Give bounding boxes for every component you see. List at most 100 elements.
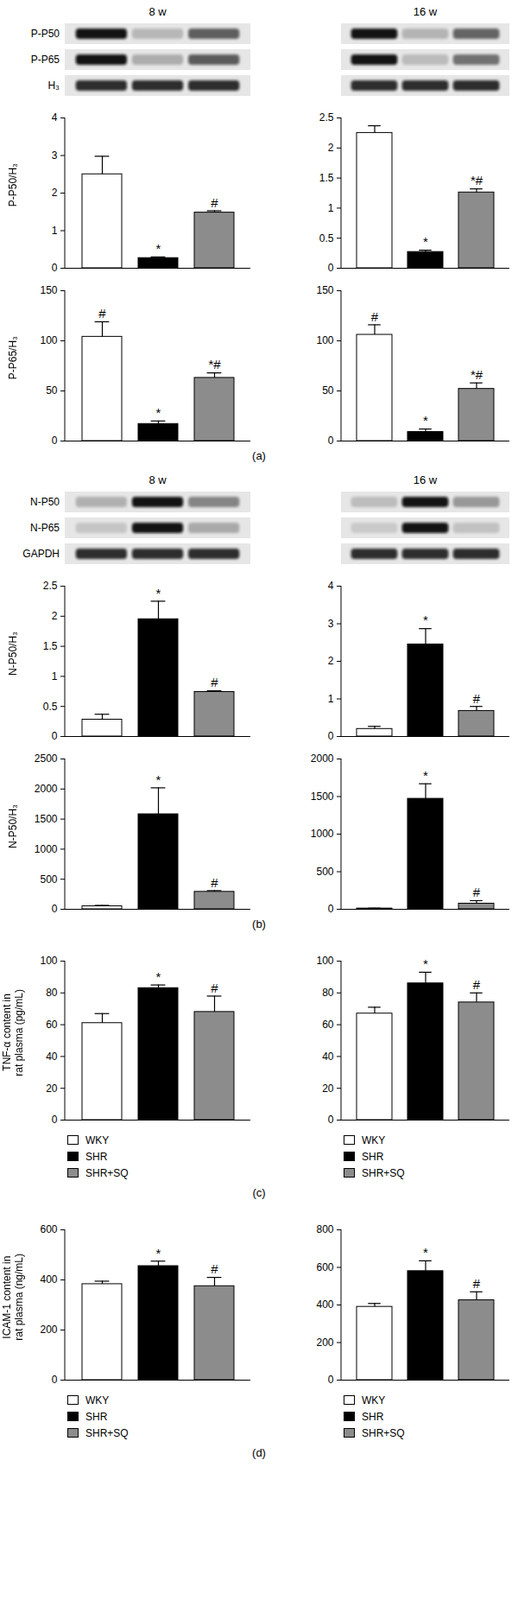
svg-text:*: *	[423, 1244, 429, 1259]
svg-text:1: 1	[51, 669, 58, 683]
svg-text:*: *	[156, 771, 162, 787]
svg-text:#: #	[210, 874, 219, 890]
svg-text:2: 2	[51, 186, 58, 199]
svg-text:8 w: 8 w	[148, 473, 167, 487]
svg-text:#: #	[210, 979, 219, 995]
svg-text:40: 40	[45, 1049, 58, 1062]
svg-text:16 w: 16 w	[413, 5, 438, 19]
svg-text:N-P50: N-P50	[30, 495, 60, 508]
svg-text:40: 40	[322, 1049, 335, 1062]
svg-text:#: #	[98, 305, 107, 321]
svg-text:H₃: H₃	[47, 79, 60, 92]
svg-text:*: *	[156, 585, 162, 601]
svg-text:100: 100	[315, 953, 334, 967]
svg-text:1.5: 1.5	[43, 639, 58, 652]
svg-text:4: 4	[51, 111, 58, 124]
svg-text:20: 20	[45, 1081, 58, 1094]
svg-text:#: #	[210, 195, 219, 210]
svg-text:600: 600	[39, 1222, 57, 1235]
svg-text:0: 0	[51, 434, 58, 447]
svg-text:GAPDH: GAPDH	[22, 547, 60, 560]
svg-text:*: *	[423, 955, 429, 971]
svg-text:1.5: 1.5	[319, 171, 335, 184]
svg-text:1: 1	[328, 692, 335, 705]
svg-text:4: 4	[328, 579, 335, 592]
svg-text:150: 150	[39, 284, 57, 297]
svg-text:P-P65: P-P65	[31, 53, 61, 66]
svg-text:50: 50	[322, 384, 335, 397]
svg-text:500: 500	[315, 865, 334, 878]
svg-text:#: #	[473, 690, 481, 706]
svg-text:*: *	[156, 404, 162, 420]
svg-text:0.5: 0.5	[43, 700, 58, 713]
svg-text:60: 60	[45, 1017, 58, 1030]
svg-text:0: 0	[51, 1112, 58, 1125]
svg-text:P-P50: P-P50	[31, 27, 61, 40]
svg-text:1000: 1000	[310, 827, 335, 840]
svg-text:200: 200	[315, 1335, 334, 1348]
svg-text:0: 0	[328, 1112, 335, 1125]
svg-text:*: *	[423, 412, 429, 428]
svg-text:2: 2	[328, 141, 335, 154]
svg-text:100: 100	[315, 334, 334, 347]
svg-text:0.5: 0.5	[319, 232, 335, 245]
svg-text:80: 80	[45, 985, 58, 999]
svg-text:1500: 1500	[310, 789, 335, 803]
html-text:(b): (b)	[252, 916, 266, 930]
svg-text:16 w: 16 w	[413, 473, 438, 487]
svg-text:100: 100	[39, 334, 57, 347]
svg-text:150: 150	[315, 284, 334, 297]
svg-text:100: 100	[39, 953, 57, 967]
svg-text:8 w: 8 w	[148, 5, 167, 19]
svg-text:2000: 2000	[310, 751, 335, 765]
svg-text:*: *	[156, 968, 162, 984]
svg-text:#: #	[473, 976, 481, 992]
svg-text:1000: 1000	[34, 842, 58, 855]
svg-text:600: 600	[315, 1260, 334, 1273]
svg-text:*: *	[423, 767, 429, 783]
svg-text:1: 1	[51, 224, 58, 237]
svg-text:0: 0	[328, 1372, 335, 1385]
svg-text:*: *	[156, 1244, 162, 1260]
svg-text:*: *	[156, 240, 162, 256]
svg-text:50: 50	[45, 384, 58, 397]
svg-text:800: 800	[315, 1222, 334, 1235]
svg-text:2.5: 2.5	[43, 579, 58, 592]
svg-text:0: 0	[328, 902, 335, 915]
svg-text:0: 0	[51, 902, 58, 915]
svg-text:*: *	[423, 233, 429, 249]
svg-text:3: 3	[51, 149, 58, 162]
svg-text:2500: 2500	[34, 751, 58, 765]
svg-text:2.5: 2.5	[319, 111, 335, 124]
svg-text:*: *	[423, 612, 429, 627]
svg-text:*#: *#	[208, 356, 222, 372]
svg-text:60: 60	[322, 1017, 335, 1030]
svg-text:#: #	[371, 309, 380, 324]
html-text:(a): (a)	[252, 448, 266, 462]
svg-text:80: 80	[322, 985, 335, 999]
svg-text:2: 2	[328, 654, 335, 667]
svg-text:*#: *#	[470, 172, 484, 188]
svg-text:1500: 1500	[34, 812, 58, 825]
svg-text:1: 1	[328, 202, 335, 215]
svg-text:2000: 2000	[34, 782, 58, 795]
html-text:ICAM-1 content in rat plasma (: ICAM-1 content in rat plasma (ng/mL)	[0, 1252, 26, 1340]
html-text:SHR+SQ: SHR+SQ	[85, 1165, 129, 1179]
svg-text:#: #	[210, 1260, 219, 1276]
svg-text:400: 400	[39, 1272, 57, 1285]
svg-text:N-P65: N-P65	[30, 521, 60, 534]
svg-text:#: #	[473, 884, 481, 899]
svg-text:20: 20	[322, 1081, 335, 1094]
svg-text:2: 2	[51, 609, 58, 622]
html-text:SHR+SQ: SHR+SQ	[361, 1165, 405, 1179]
svg-text:3: 3	[328, 617, 335, 630]
svg-text:200: 200	[39, 1322, 57, 1335]
svg-text:0: 0	[51, 1372, 58, 1385]
svg-text:500: 500	[39, 872, 57, 885]
svg-text:#: #	[210, 674, 219, 689]
svg-text:400: 400	[315, 1297, 334, 1310]
svg-text:#: #	[473, 1275, 481, 1290]
svg-text:*#: *#	[470, 366, 484, 382]
svg-text:0: 0	[328, 434, 335, 447]
html-text:TNF-α content in rat plasma (p: TNF-α content in rat plasma (pg/mL)	[0, 988, 26, 1076]
